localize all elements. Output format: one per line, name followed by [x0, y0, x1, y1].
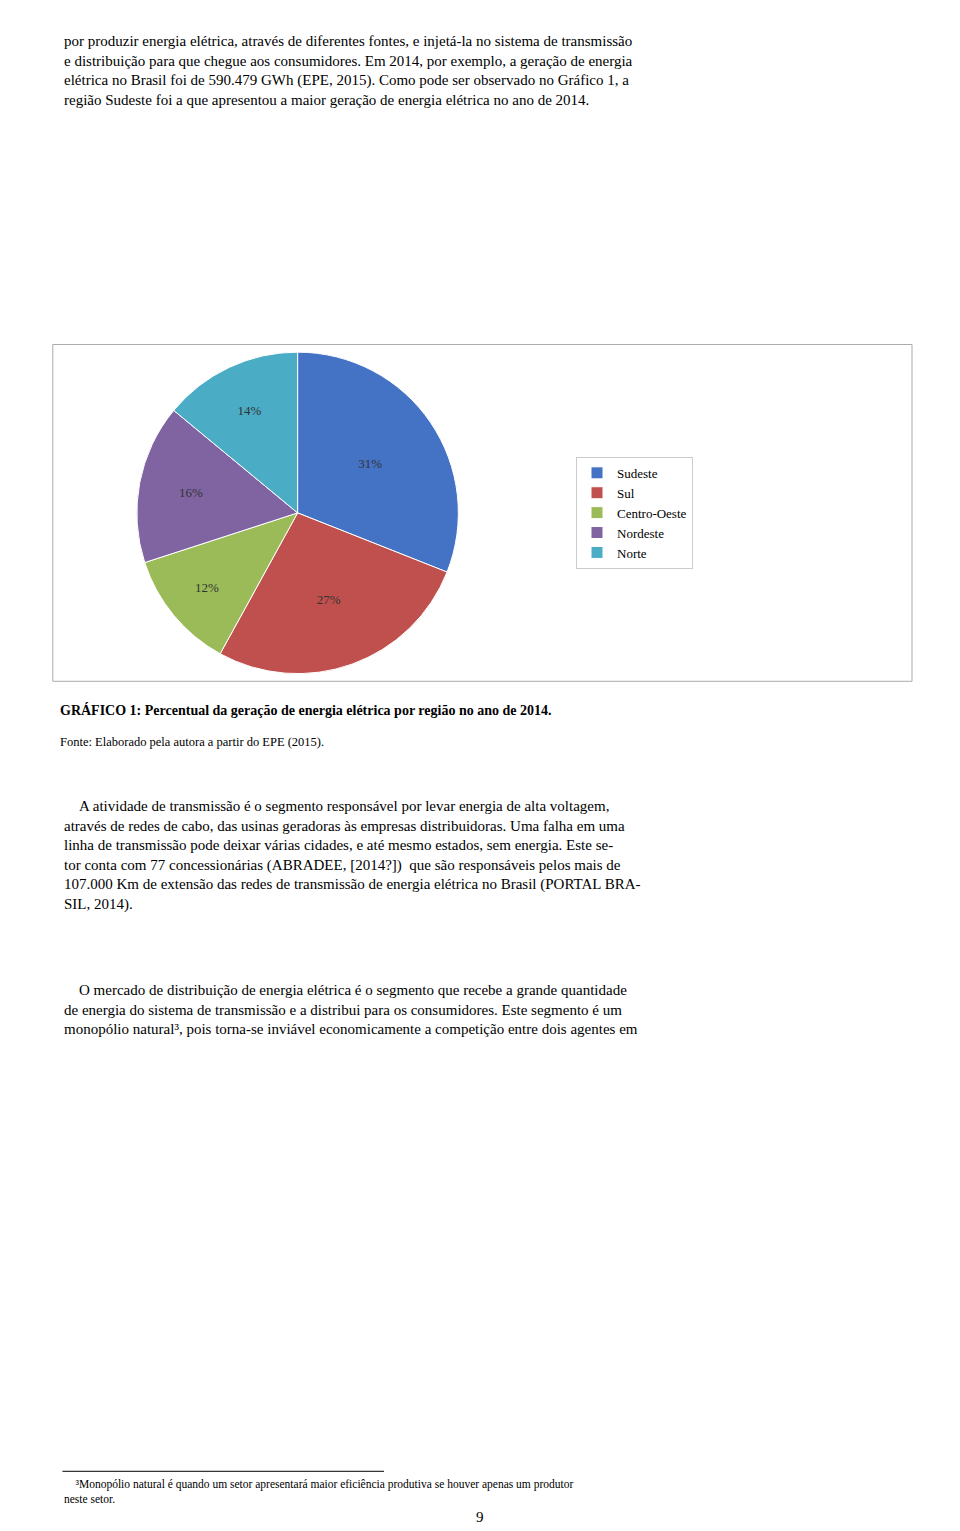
- svg-text:Centro-Oeste: Centro-Oeste: [617, 506, 687, 521]
- svg-text:³Monopólio natural é quando um: ³Monopólio natural é quando um setor apr…: [64, 1478, 573, 1505]
- svg-text:Nordeste: Nordeste: [617, 526, 664, 541]
- svg-text:Fonte: Elaborado pela autora a: Fonte: Elaborado pela autora a partir do…: [60, 735, 324, 749]
- svg-text:Norte: Norte: [617, 546, 647, 561]
- svg-text:14%: 14%: [238, 403, 262, 418]
- svg-text:12%: 12%: [195, 580, 219, 595]
- svg-text:31%: 31%: [358, 456, 382, 471]
- svg-text:27%: 27%: [317, 592, 341, 607]
- svg-text:GRÁFICO 1: Percentual da geraç: GRÁFICO 1: Percentual da geração de ener…: [60, 702, 551, 718]
- svg-text:Sudeste: Sudeste: [617, 466, 658, 481]
- svg-text:por produzir energia elétrica,: por produzir energia elétrica, através d…: [64, 33, 633, 108]
- svg-text:Sul: Sul: [617, 486, 635, 501]
- svg-text:9: 9: [476, 1509, 484, 1525]
- svg-text:16%: 16%: [179, 485, 203, 500]
- svg-text:O mercado de distribuição de e: O mercado de distribuição de energia elé…: [64, 982, 638, 1037]
- svg-text:A atividade de transmissão é o: A atividade de transmissão é o segmento …: [64, 798, 641, 913]
